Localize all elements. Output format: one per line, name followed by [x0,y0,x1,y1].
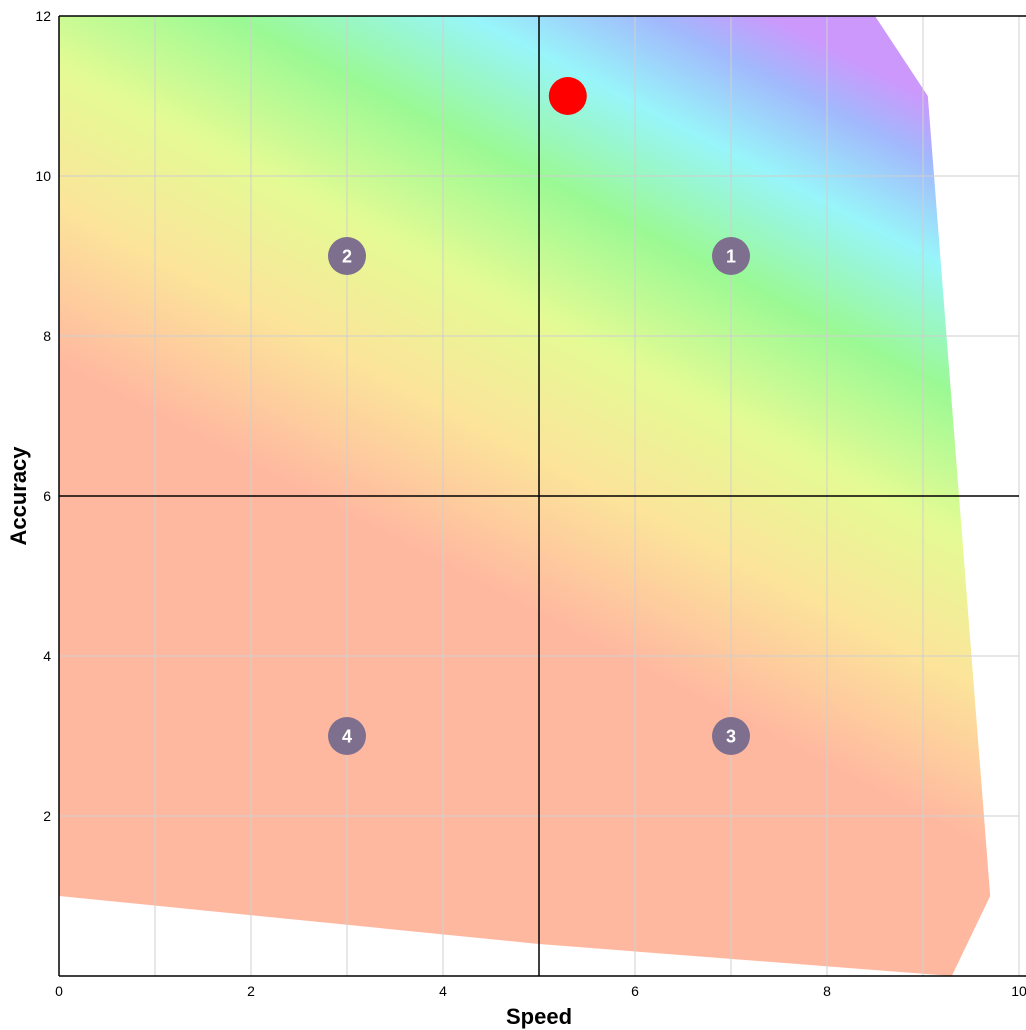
quadrant-marker-4: 4 [328,717,366,755]
data-points [548,77,587,115]
y-tick-label: 6 [43,488,51,504]
x-tick-label: 2 [247,983,255,999]
quadrant-marker-label: 1 [726,247,736,267]
quadrant-markers: 1 2 3 4 [328,237,750,755]
quadrant-marker-1: 1 [712,237,750,275]
quadrant-marker-circle [712,237,750,275]
x-tick-label: 0 [55,983,63,999]
y-tick-label: 8 [43,328,51,344]
y-tick-label: 4 [43,648,51,664]
quadrant-marker-circle [328,717,366,755]
y-axis-title: Accuracy [6,446,31,546]
x-tick-label: 8 [823,983,831,999]
y-tick-label: 2 [43,808,51,824]
x-axis-title: Speed [506,1004,572,1029]
y-tick-label: 12 [35,8,51,24]
x-tick-label: 10 [1011,983,1026,999]
quadrant-marker-circle [328,237,366,275]
x-tick-label: 6 [631,983,639,999]
quadrant-marker-3: 3 [712,717,750,755]
quadrant-marker-label: 3 [726,727,736,747]
quadrant-marker-2: 2 [328,237,366,275]
y-tick-label: 10 [35,168,51,184]
quadrant-marker-circle [712,717,750,755]
quadrant-marker-label: 4 [342,727,352,747]
quadrant-dividers [59,16,1019,976]
x-tick-label: 4 [439,983,447,999]
quadrant-marker-label: 2 [342,247,352,267]
data-point [548,77,587,115]
